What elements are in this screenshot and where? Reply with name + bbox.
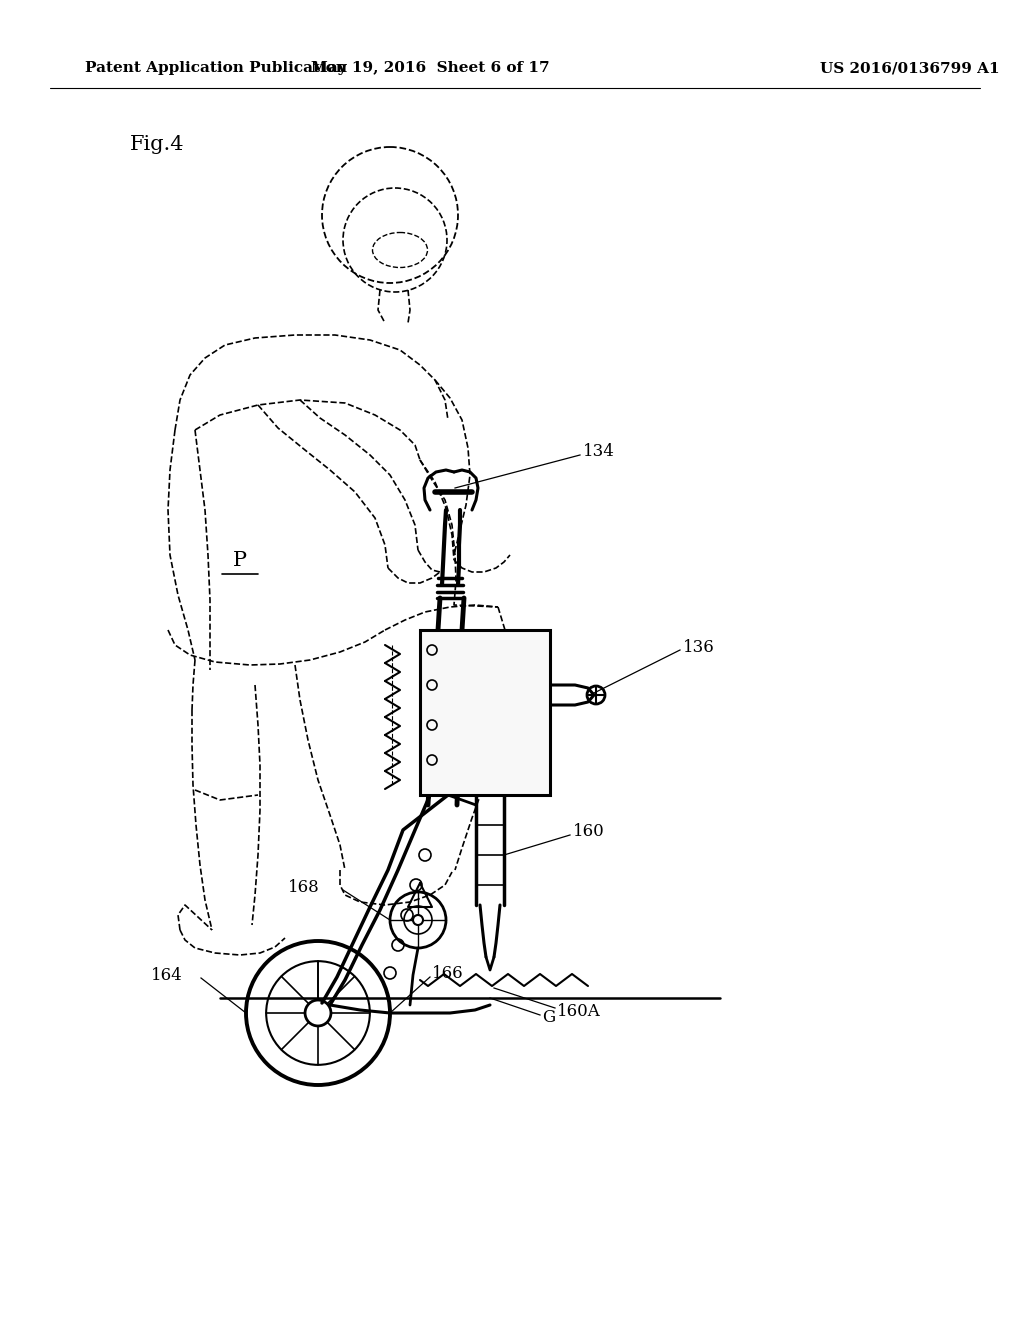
Bar bbox=[420, 630, 550, 795]
Text: 136: 136 bbox=[683, 639, 715, 656]
Text: Fig.4: Fig.4 bbox=[130, 136, 184, 154]
Text: 168: 168 bbox=[288, 879, 319, 895]
Text: 164: 164 bbox=[151, 966, 182, 983]
Circle shape bbox=[413, 915, 423, 925]
Text: May 19, 2016  Sheet 6 of 17: May 19, 2016 Sheet 6 of 17 bbox=[310, 61, 549, 75]
Text: 166: 166 bbox=[432, 965, 464, 982]
Text: US 2016/0136799 A1: US 2016/0136799 A1 bbox=[820, 61, 999, 75]
Text: 134: 134 bbox=[583, 444, 614, 461]
Text: P: P bbox=[233, 550, 247, 569]
Text: G: G bbox=[542, 1010, 555, 1027]
Text: 160A: 160A bbox=[557, 1002, 601, 1019]
Text: 160: 160 bbox=[573, 824, 605, 841]
Text: Patent Application Publication: Patent Application Publication bbox=[85, 61, 347, 75]
